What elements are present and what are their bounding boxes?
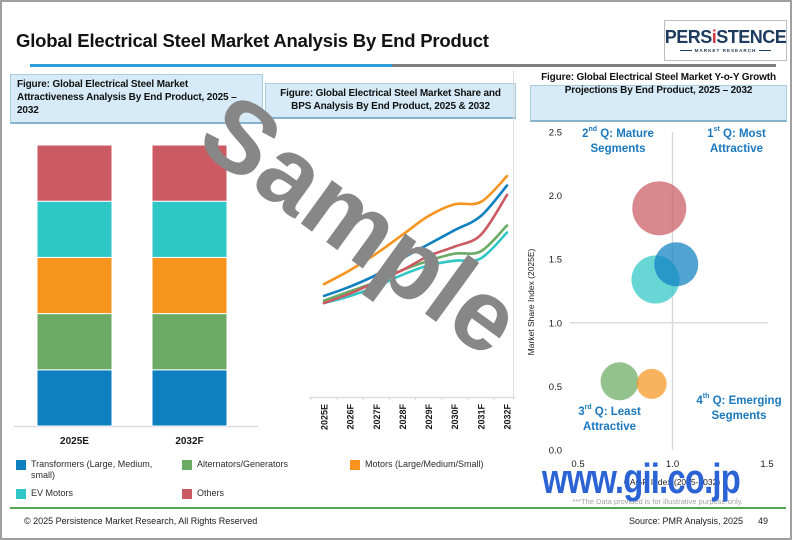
quadrant-label-most-attractive: 1st Q: Most Attractive	[707, 126, 766, 155]
line-series	[322, 174, 509, 286]
quadrant-label-mature: 2nd Q: Mature Segments	[582, 126, 654, 155]
legend-item-alternators: Alternators/Generators	[182, 459, 342, 470]
bar-segment	[36, 256, 113, 315]
bubble-y-tick: 2.5	[549, 128, 562, 139]
bar-segment	[151, 369, 228, 427]
bubble-x-tick: 1.5	[760, 459, 773, 470]
quadrant-label-least-attractive: 3rd Q: Least Attractive	[578, 404, 641, 433]
line-x-label: 2032F	[502, 404, 512, 430]
tagline-rule-left	[679, 50, 692, 51]
quadrant-label-emerging: 4th Q: Emerging Segments	[696, 393, 782, 422]
line-x-label: 2030F	[450, 404, 460, 430]
figure-title-attractiveness: Figure: Global Electrical Steel Market A…	[10, 74, 263, 124]
bubble-y-axis-label: Market Share Index (2025E)	[526, 248, 536, 355]
bubble-y-tick: 1.5	[549, 255, 562, 266]
legend-item-motors: Motors (Large/Medium/Small)	[350, 459, 520, 470]
bar-segment	[36, 144, 113, 202]
legend-swatch-ev-motors	[16, 489, 26, 499]
line-series	[322, 184, 509, 298]
line-series	[322, 231, 509, 305]
logo-tagline: MARKET RESEARCH	[679, 48, 772, 53]
logo-wordmark: PERSiSTENCE	[664, 27, 787, 47]
bubble-point	[600, 362, 639, 401]
middle-panel-border	[513, 70, 514, 400]
tagline-rule-right	[759, 50, 772, 51]
legend-item-others: Others	[182, 488, 332, 499]
legend-swatch-transformers	[16, 460, 26, 470]
bar-segment	[36, 369, 113, 427]
bar-category-label: 2025E	[60, 436, 89, 447]
bubble-y-tick: 2.0	[549, 191, 562, 202]
stacked-bar-chart: 2025E 2032F	[14, 144, 258, 447]
line-x-label: 2025E	[320, 404, 330, 430]
bubble-y-tick: 1.0	[549, 318, 562, 329]
line-x-label: 2031F	[476, 404, 486, 430]
copyright-text: © 2025 Persistence Market Research, All …	[24, 516, 258, 526]
bubble-x-tick: 0.5	[571, 459, 584, 470]
bubble-point	[632, 181, 687, 236]
page-number: 49	[757, 516, 768, 526]
line-x-label: 2026F	[346, 404, 356, 430]
bubble-y-tick: 0.0	[549, 446, 562, 457]
line-series	[322, 224, 509, 302]
persistence-logo: PERSiSTENCE MARKET RESEARCH	[664, 20, 787, 61]
bubble-point	[654, 242, 699, 287]
legend-item-ev-motors: EV Motors	[16, 488, 166, 499]
bar-segment	[36, 200, 113, 258]
legend-swatch-others	[182, 489, 192, 499]
bar-segment	[151, 256, 228, 315]
bar-category-label: 2032F	[175, 436, 203, 447]
line-series	[322, 193, 509, 305]
figure-title-yoy-growth: Figure: Global Electrical Steel Market Y…	[530, 70, 787, 122]
line-x-label: 2027F	[372, 404, 382, 430]
page-title: Global Electrical Steel Market Analysis …	[16, 30, 489, 51]
bar-segment	[151, 144, 228, 202]
figure-title-yoy-box	[530, 85, 787, 122]
header-rule-blue	[30, 64, 392, 67]
source-text: Source: PMR Analysis, 2025	[628, 516, 743, 526]
market-share-line-chart: 2025E 2026F 2027F 2028F 2029F 2030F 2031F 2032F	[309, 174, 515, 430]
bubble-y-tick: 0.5	[549, 382, 562, 393]
bar-segment	[151, 313, 228, 371]
legend-swatch-motors	[350, 460, 360, 470]
illustrative-footnote: ***The Data provided is for illustrative…	[572, 497, 743, 506]
header-rule-gray	[392, 64, 776, 67]
bubble-x-axis-label: CAGR Index (2025-2032)	[624, 477, 721, 487]
legend-item-transformers: Transformers (Large, Medium, small)	[16, 459, 166, 482]
bar-segment	[151, 200, 228, 258]
legend-swatch-alternators	[182, 460, 192, 470]
bar-segment	[36, 313, 113, 371]
footer-rule	[10, 507, 786, 509]
bubble-x-tick: 1.0	[666, 459, 679, 470]
line-x-label: 2029F	[424, 404, 434, 430]
yoy-growth-bubble-chart: 0.0 0.5 1.0 1.5 2.0 2.5 0.5 1.0 1.5 Market Share …	[526, 128, 774, 488]
bubble-point	[636, 368, 667, 399]
figure-title-share-bps: Figure: Global Electrical Steel Market S…	[265, 83, 516, 120]
line-x-label: 2028F	[398, 404, 408, 430]
